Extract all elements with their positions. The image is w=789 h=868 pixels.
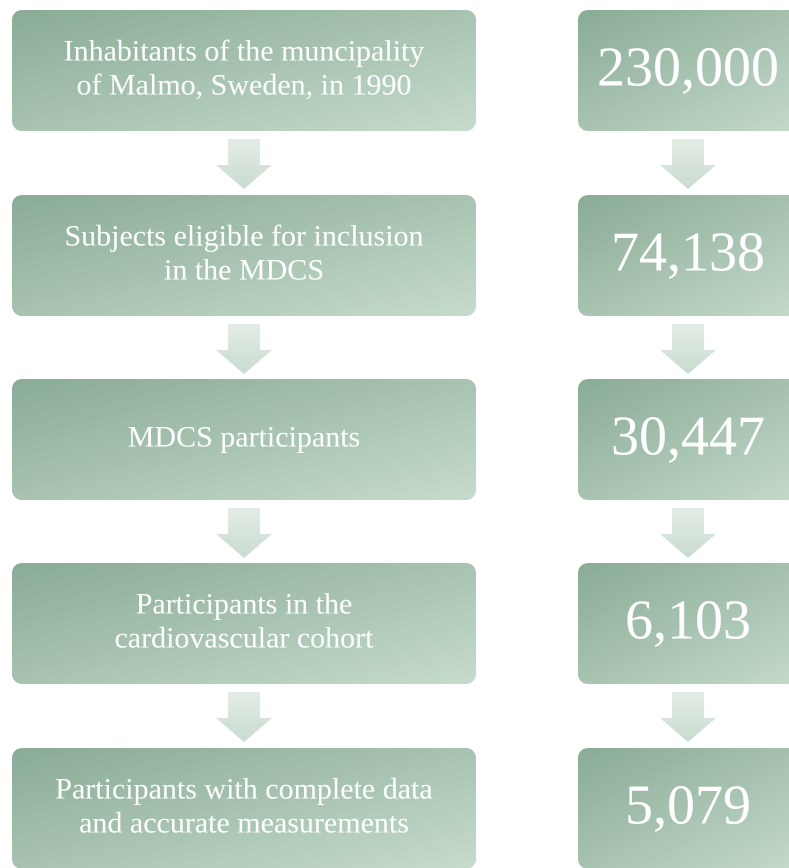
arrow bbox=[660, 139, 716, 189]
step-label: in the MDCS bbox=[164, 253, 324, 286]
arrow bbox=[216, 508, 272, 558]
step-label: Inhabitants of the muncipality bbox=[64, 34, 425, 67]
step-label: Participants in the bbox=[136, 587, 353, 620]
arrow bbox=[216, 139, 272, 189]
arrow bbox=[216, 324, 272, 374]
step-box bbox=[12, 563, 476, 684]
step-box bbox=[12, 195, 476, 316]
arrow bbox=[660, 324, 716, 374]
step-label: Participants with complete data bbox=[55, 772, 432, 805]
count-label: 230,000 bbox=[597, 36, 779, 98]
step-box bbox=[12, 379, 476, 500]
step-label: and accurate measurements bbox=[79, 806, 409, 839]
count-box bbox=[578, 563, 789, 684]
count-label: 6,103 bbox=[625, 589, 751, 651]
step-box bbox=[12, 748, 476, 868]
arrow bbox=[660, 692, 716, 742]
count-box bbox=[578, 195, 789, 316]
step-label: MDCS participants bbox=[128, 420, 361, 453]
arrow bbox=[660, 508, 716, 558]
count-box bbox=[578, 379, 789, 500]
count-box bbox=[578, 10, 789, 131]
count-box bbox=[578, 748, 789, 868]
step-label: cardiovascular cohort bbox=[114, 621, 374, 654]
step-label: Subjects eligible for inclusion bbox=[64, 219, 423, 252]
count-label: 74,138 bbox=[611, 221, 765, 283]
step-box bbox=[12, 10, 476, 131]
count-label: 30,447 bbox=[611, 405, 765, 467]
arrow bbox=[216, 692, 272, 742]
count-label: 5,079 bbox=[625, 774, 751, 836]
step-label: of Malmo, Sweden, in 1990 bbox=[77, 68, 412, 101]
